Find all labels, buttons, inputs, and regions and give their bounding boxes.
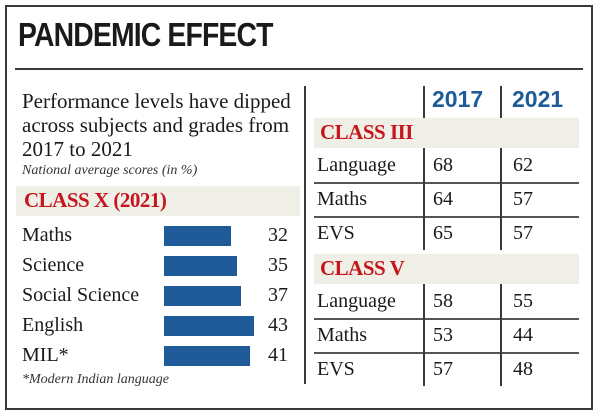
- units-note: National average scores (in %): [22, 163, 198, 178]
- bar-value-label: 41: [268, 344, 288, 366]
- bar-label: Maths: [22, 224, 72, 246]
- table-cell-value: 68: [433, 154, 453, 176]
- bar-label: Science: [22, 254, 85, 276]
- bar-label: English: [22, 314, 84, 336]
- table-cell-value: 65: [433, 222, 453, 244]
- column-rule: [500, 284, 502, 386]
- table-cell-value: 57: [433, 358, 453, 380]
- table-row-label: EVS: [317, 222, 355, 244]
- table-cell-value: 57: [513, 188, 533, 210]
- row-rule: [314, 182, 579, 184]
- section-heading: CLASS V: [320, 256, 405, 280]
- intro-text: Performance levels have dipped across su…: [22, 89, 291, 161]
- section-heading: CLASS III: [320, 120, 413, 144]
- year-heading-2021: 2021: [512, 86, 564, 112]
- bar: [164, 346, 250, 366]
- table-cell-value: 62: [513, 154, 533, 176]
- row-rule: [314, 318, 579, 320]
- table-cell-value: 57: [513, 222, 533, 244]
- table-row-label: Maths: [317, 324, 367, 346]
- panel-divider: [304, 86, 306, 384]
- title-rule: [15, 68, 583, 70]
- bar-value-label: 43: [268, 314, 288, 336]
- table-cell-value: 53: [433, 324, 453, 346]
- table-row-label: Language: [317, 154, 396, 176]
- table-cell-value: 58: [433, 290, 453, 312]
- row-rule: [314, 352, 579, 354]
- row-rule: [314, 216, 579, 218]
- bar: [164, 316, 254, 336]
- bar-value-label: 32: [268, 224, 288, 246]
- footnote: *Modern Indian language: [22, 372, 169, 387]
- page-title: PANDEMIC EFFECT: [18, 16, 273, 53]
- bar: [164, 256, 237, 276]
- section-band: [314, 254, 579, 284]
- column-rule: [423, 148, 425, 250]
- table-cell-value: 64: [433, 188, 453, 210]
- bar-value-label: 37: [268, 284, 288, 306]
- bar: [164, 226, 231, 246]
- section-band: [314, 118, 579, 148]
- bar-label: Social Science: [22, 284, 140, 306]
- table-row-label: EVS: [317, 358, 355, 380]
- column-rule: [423, 86, 425, 118]
- bar-value-label: 35: [268, 254, 288, 276]
- table-cell-value: 55: [513, 290, 533, 312]
- table-row-label: Maths: [317, 188, 367, 210]
- column-rule: [500, 86, 502, 118]
- class-x-heading: CLASS X (2021): [24, 188, 167, 212]
- table-cell-value: 44: [513, 324, 533, 346]
- column-rule: [500, 148, 502, 250]
- bar: [164, 286, 241, 306]
- class-x-band: [16, 186, 300, 216]
- bar-label: MIL*: [22, 344, 69, 366]
- table-cell-value: 48: [513, 358, 533, 380]
- year-heading-2017: 2017: [432, 86, 484, 112]
- table-row-label: Language: [317, 290, 396, 312]
- column-rule: [423, 284, 425, 386]
